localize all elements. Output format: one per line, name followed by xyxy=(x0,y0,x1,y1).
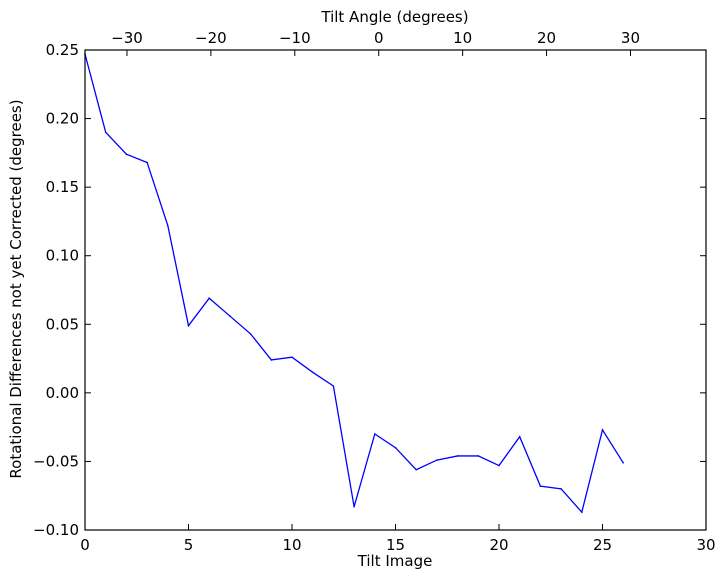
x-tick-label: 15 xyxy=(386,536,405,554)
data-point xyxy=(187,324,190,327)
y-tick-label: 0.10 xyxy=(46,247,79,265)
y-tick-label: −0.10 xyxy=(33,521,79,539)
data-point xyxy=(229,315,231,317)
data-point xyxy=(146,161,148,164)
y-tick-label: 0.05 xyxy=(46,315,79,333)
x2-tick-label: 10 xyxy=(453,29,472,47)
data-point xyxy=(622,462,624,464)
data-point xyxy=(498,464,500,467)
x2-tick-label: −30 xyxy=(111,29,143,47)
x-axis-label: Tilt Image xyxy=(357,552,433,570)
data-point xyxy=(291,356,293,359)
y-tick-label: 0.00 xyxy=(46,384,79,402)
x-tick-label: 20 xyxy=(489,536,508,554)
y-axis-label: Rotational Differences not yet Corrected… xyxy=(7,99,25,478)
data-point xyxy=(539,485,542,487)
data-point xyxy=(125,153,128,156)
x-tick-label: 0 xyxy=(80,536,90,554)
x2-tick-label: 0 xyxy=(374,29,384,47)
y-tick-label: −0.05 xyxy=(33,452,79,470)
x-tick-label: 25 xyxy=(593,536,612,554)
x-tick-label: 10 xyxy=(282,536,301,554)
data-point xyxy=(415,468,418,471)
data-point xyxy=(601,429,604,431)
x2-tick-label: −10 xyxy=(279,29,311,47)
data-point xyxy=(394,446,397,449)
x2-axis-label: Tilt Angle (degrees) xyxy=(320,8,468,26)
data-point xyxy=(353,505,355,508)
x2-tick-label: −20 xyxy=(195,29,227,47)
x-tick-label: 5 xyxy=(184,536,194,554)
x-tick-label: 30 xyxy=(696,536,715,554)
data-point xyxy=(104,131,107,134)
x2-tick-label: 30 xyxy=(621,29,640,47)
y-tick-label: 0.25 xyxy=(46,41,79,59)
data-point xyxy=(374,433,376,435)
data-point xyxy=(270,359,273,361)
data-point xyxy=(208,297,210,300)
data-point xyxy=(167,224,169,227)
data-point xyxy=(332,385,335,387)
data-point xyxy=(518,435,521,438)
data-point xyxy=(311,371,314,374)
y-tick-label: 0.15 xyxy=(46,178,79,196)
x2-tick-label: 20 xyxy=(537,29,556,47)
y-tick-label: 0.20 xyxy=(46,110,79,128)
data-point xyxy=(456,455,459,457)
data-point xyxy=(477,455,480,457)
data-point xyxy=(581,511,583,513)
data-point xyxy=(249,333,252,335)
data-point xyxy=(560,488,562,490)
data-point xyxy=(436,459,438,461)
